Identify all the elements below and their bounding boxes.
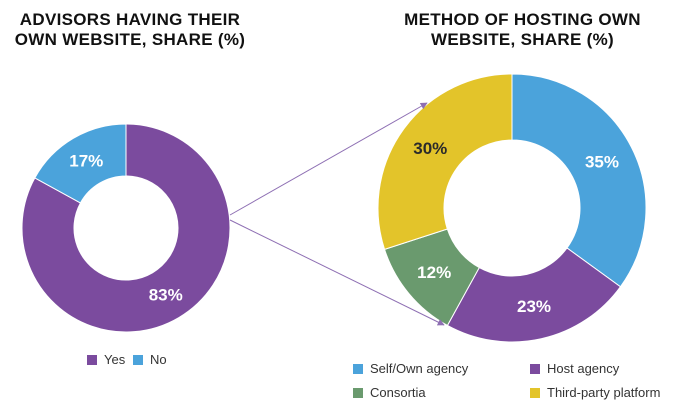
slice-label-yes: 83% xyxy=(149,286,183,305)
slice-yes xyxy=(21,123,231,333)
legend-swatch-third-party-platform xyxy=(530,387,540,398)
legend-label-host-agency: Host agency xyxy=(547,361,620,376)
connector-arrow-top xyxy=(229,102,428,216)
legend-item-self-own-agency: Self/Own agency xyxy=(353,361,468,376)
legend-item-third-party-platform: Third-party platform xyxy=(530,385,660,400)
slice-label-host-agency: 23% xyxy=(517,297,551,316)
legend-swatch-host-agency xyxy=(530,363,540,374)
legend-label-yes: Yes xyxy=(104,352,126,367)
legend-item-yes: Yes xyxy=(87,352,125,367)
slice-host-agency xyxy=(446,247,622,343)
slice-self-own-agency xyxy=(511,73,647,288)
legend-item-no: No xyxy=(133,352,167,367)
left-chart-title: ADVISORS HAVING THEIR OWN WEBSITE, SHARE… xyxy=(0,10,260,50)
left-chart-title-text: ADVISORS HAVING THEIR OWN WEBSITE, SHARE… xyxy=(14,10,246,49)
slice-label-no: 17% xyxy=(69,151,103,170)
slice-third-party-platform xyxy=(377,73,513,251)
right-chart-title-text: METHOD OF HOSTING OWN WEBSITE, SHARE (%) xyxy=(404,10,641,49)
legend-label-no: No xyxy=(150,352,167,367)
slice-no xyxy=(34,123,127,204)
right-donut: 35% 23% 12% 30% xyxy=(377,73,647,343)
legend-swatch-no xyxy=(133,354,143,365)
legend-swatch-consortia xyxy=(353,387,363,398)
slice-label-consortia: 12% xyxy=(417,263,451,282)
legend-label-third-party-platform: Third-party platform xyxy=(547,385,661,400)
legend-label-consortia: Consortia xyxy=(370,385,426,400)
legend-item-host-agency: Host agency xyxy=(530,361,619,376)
left-donut: 83% 17% xyxy=(21,123,231,333)
slice-label-self-own-agency: 35% xyxy=(585,153,619,172)
legend-label-self-own-agency: Self/Own agency xyxy=(370,361,469,376)
legend-item-consortia: Consortia xyxy=(353,385,426,400)
right-chart-title: METHOD OF HOSTING OWN WEBSITE, SHARE (%) xyxy=(385,10,660,50)
legend-swatch-self-own-agency xyxy=(353,363,363,374)
slice-label-third-party-platform: 30% xyxy=(413,139,447,158)
legend-swatch-yes xyxy=(87,354,97,365)
connector-arrow-bottom xyxy=(229,219,445,326)
